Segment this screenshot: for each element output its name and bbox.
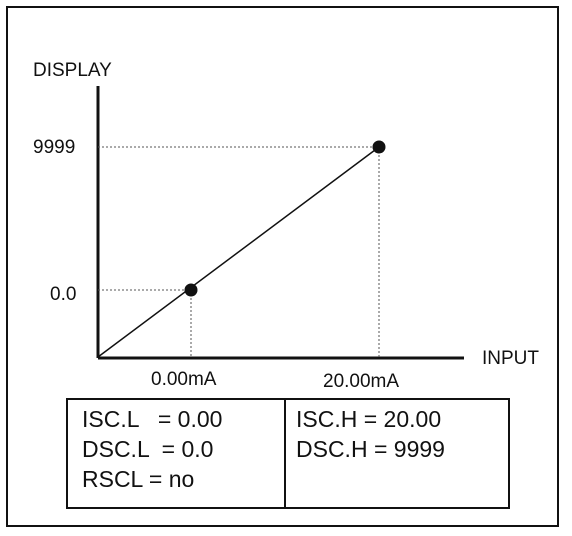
rscl-param: RSCL = no: [82, 464, 284, 494]
x-axis-label: INPUT: [482, 349, 539, 368]
isc-low-param: ISC.L = 0.00: [82, 404, 284, 434]
dsc-low-param: DSC.L = 0.0: [82, 434, 284, 464]
dsc-high-param: DSC.H = 9999: [296, 434, 508, 464]
scaling-point-low: [185, 284, 198, 297]
x-tick-label-low: 0.00mA: [151, 370, 216, 389]
y-tick-label-low: 0.0: [50, 285, 76, 304]
y-tick-label-high: 9999: [33, 138, 75, 157]
scaling-line: [98, 147, 379, 357]
scaling-point-high: [373, 141, 386, 154]
isc-high-param: ISC.H = 20.00: [296, 404, 508, 434]
low-parameters-cell: ISC.L = 0.00 DSC.L = 0.0 RSCL = no: [68, 400, 286, 507]
y-axis-label: DISPLAY: [33, 61, 112, 80]
high-parameters-cell: ISC.H = 20.00 DSC.H = 9999: [286, 400, 508, 507]
x-tick-label-high: 20.00mA: [323, 372, 399, 391]
scaling-parameters-table: ISC.L = 0.00 DSC.L = 0.0 RSCL = no ISC.H…: [66, 398, 510, 509]
